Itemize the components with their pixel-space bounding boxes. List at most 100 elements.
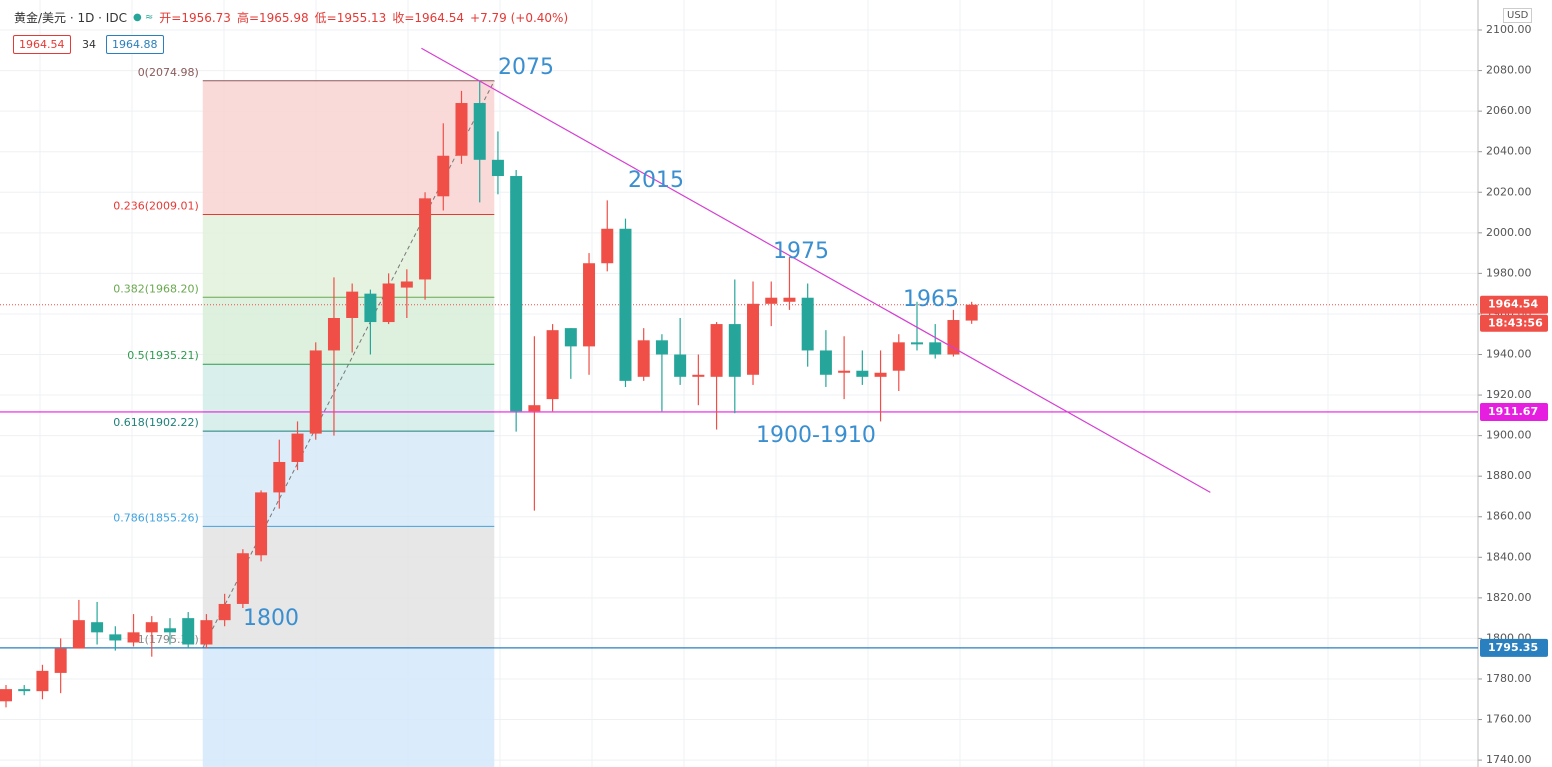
candle-body <box>145 622 158 633</box>
y-tick-label: 1820.00 <box>1486 591 1532 604</box>
candle-body <box>692 374 705 377</box>
fib-anchor <box>202 80 495 649</box>
candle-body <box>965 304 978 321</box>
candle-body <box>491 159 504 177</box>
annotation: 2075 <box>498 55 554 80</box>
fib-zone <box>202 214 495 298</box>
trendline <box>421 47 1211 493</box>
candle-body <box>838 370 851 373</box>
change: +7.79 (+0.40%) <box>470 10 569 25</box>
candle-body <box>601 228 614 264</box>
y-tick-label: 1840.00 <box>1486 550 1532 563</box>
candle-body <box>127 632 140 643</box>
candle-body <box>564 328 577 347</box>
fib-label: 0.382(1968.20) <box>113 282 199 295</box>
fib-zone <box>202 80 495 215</box>
candle-body <box>583 263 596 347</box>
candle-body <box>0 689 12 702</box>
y-tick-label: 2100.00 <box>1486 23 1532 36</box>
y-tick-label: 2080.00 <box>1486 64 1532 77</box>
candle-body <box>382 283 395 323</box>
countdown: 18:43:56 <box>1488 317 1543 330</box>
candle-body <box>528 405 541 412</box>
close: 收=1964.54 <box>392 11 465 25</box>
candle-body <box>637 340 650 377</box>
candle-body <box>510 176 523 412</box>
bid[interactable]: 1964.54 <box>13 35 71 54</box>
candle-body <box>655 340 668 355</box>
candle-body <box>728 324 741 377</box>
annotation: 1965 <box>903 287 959 312</box>
candle-body <box>947 320 960 355</box>
candle-body <box>255 492 268 556</box>
annotation: 1975 <box>773 239 829 264</box>
symbol: 黄金/美元 · 1D · IDC <box>14 11 127 25</box>
y-tick-label: 1900.00 <box>1486 429 1532 442</box>
annotation: 1800 <box>243 606 299 631</box>
price-tag <box>1480 295 1548 314</box>
y-tick-label: 1940.00 <box>1486 347 1532 360</box>
candle-body <box>200 620 213 645</box>
candle-body <box>892 342 905 371</box>
candle-body <box>182 618 195 645</box>
candle-body <box>619 228 632 381</box>
candle-body <box>400 281 413 288</box>
candle-body <box>18 689 31 692</box>
fib-label: 0(2074.98) <box>138 66 199 79</box>
candle-body <box>747 303 760 375</box>
candle-body <box>455 103 468 156</box>
y-tick-label: 2020.00 <box>1486 185 1532 198</box>
candle-body <box>674 354 687 377</box>
candle-body <box>291 433 304 462</box>
price-tag <box>1480 638 1548 657</box>
y-tick-label: 1860.00 <box>1486 510 1532 523</box>
fib-label: 0.618(1902.22) <box>113 416 199 429</box>
candle-body <box>473 103 486 160</box>
fib-zone <box>202 647 495 767</box>
candle-body <box>109 634 122 641</box>
fib-zone <box>202 431 495 527</box>
candle-body <box>91 622 104 633</box>
annotation: 1900-1910 <box>756 423 876 448</box>
candle-body <box>327 317 340 351</box>
candle-body <box>765 297 778 304</box>
high: 高=1965.98 <box>236 11 309 25</box>
spread: 34 <box>82 38 96 51</box>
candle-body <box>163 628 176 633</box>
candle-body <box>783 297 796 302</box>
candle-body <box>346 291 359 318</box>
price-tag <box>1480 402 1548 421</box>
candle-body <box>546 330 559 400</box>
candle-body <box>309 350 322 434</box>
y-tick-label: 2040.00 <box>1486 145 1532 158</box>
candle-body <box>36 670 49 692</box>
candle-body <box>236 553 249 604</box>
status-dot: ● ≈ <box>132 12 154 23</box>
fib-label: 0.786(1855.26) <box>113 511 199 524</box>
fib-label: 0.236(2009.01) <box>113 200 199 213</box>
candle-body <box>218 603 231 621</box>
y-tick-label: 2060.00 <box>1486 104 1532 117</box>
y-tick-label: 1780.00 <box>1486 672 1532 685</box>
candle-body <box>273 461 286 493</box>
candle-body <box>437 155 450 197</box>
y-tick-label: 1920.00 <box>1486 388 1532 401</box>
price-label: 1911.67 <box>1488 405 1538 418</box>
candle-body <box>54 648 67 673</box>
candle-body <box>856 370 869 377</box>
fib-zone <box>202 364 495 432</box>
y-tick-label: 1980.00 <box>1486 266 1532 279</box>
annotation: 2015 <box>628 168 684 193</box>
countdown-tag <box>1480 314 1548 332</box>
price-label: 1964.54 <box>1488 298 1538 311</box>
candle-body <box>801 297 814 351</box>
candle-body <box>710 324 723 377</box>
candle-body <box>874 372 887 377</box>
currency[interactable]: USD <box>1503 8 1533 23</box>
ask[interactable]: 1964.88 <box>106 35 164 54</box>
price-label: 1795.35 <box>1488 641 1538 654</box>
fib-label: 0.5(1935.21) <box>127 349 199 362</box>
y-tick-label: 2000.00 <box>1486 226 1532 239</box>
